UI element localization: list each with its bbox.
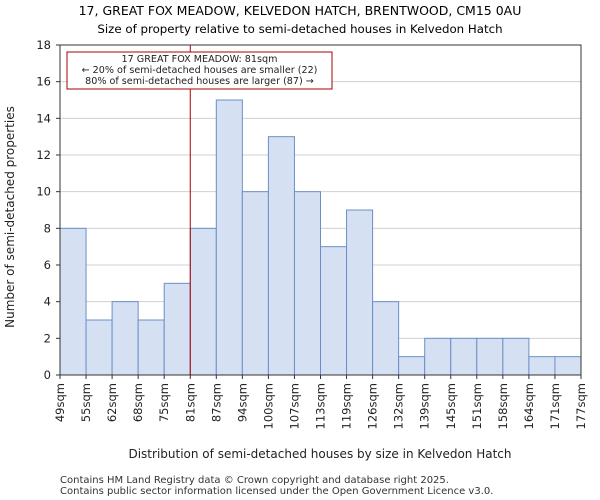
bar-100sqm: [267, 136, 295, 376]
y-tick-label-0: 0: [44, 368, 51, 382]
bar-158sqm: [502, 337, 530, 376]
bar-139sqm: [424, 337, 452, 376]
x-tick-label-107sqm: 107sqm: [287, 383, 301, 429]
bar-75sqm: [163, 282, 191, 376]
x-tick-label-139sqm: 139sqm: [418, 383, 432, 429]
x-tick-label-49sqm: 49sqm: [53, 383, 67, 422]
x-tick-label-55sqm: 55sqm: [79, 383, 93, 422]
x-tick-label-62sqm: 62sqm: [105, 383, 119, 422]
y-axis-ticks: 0 2 4 6 8 10 12 14 16 18: [36, 38, 60, 382]
bar-49sqm: [59, 227, 87, 376]
x-axis-label: Distribution of semi-detached houses by …: [128, 447, 511, 461]
plot-frame: [59, 44, 582, 376]
x-tick-label-119sqm: 119sqm: [340, 383, 354, 429]
bar-119sqm: [346, 209, 374, 376]
annotation-frame: [66, 51, 333, 90]
footer-line-2: Contains public sector information licen…: [60, 486, 493, 497]
y-tick-label-3: 6: [44, 258, 51, 272]
y-tick-label-7: 14: [36, 111, 51, 125]
bar-81sqm: [189, 227, 217, 376]
bar-171sqm: [554, 356, 582, 376]
x-tick-label-177sqm: 177sqm: [574, 383, 588, 429]
annotation-line-3: 80% of semi-detached houses are larger (…: [85, 76, 314, 87]
chart-title: 17, GREAT FOX MEADOW, KELVEDON HATCH, BR…: [79, 3, 522, 18]
bar-55sqm: [85, 319, 113, 376]
x-tick-label-87sqm: 87sqm: [209, 383, 223, 422]
bar-68sqm: [137, 319, 165, 376]
y-tick-label-9: 18: [36, 38, 51, 52]
y-tick-label-1: 2: [44, 331, 51, 345]
bar-113sqm: [320, 246, 348, 376]
bar-62sqm: [111, 301, 139, 376]
x-tick-label-113sqm: 113sqm: [314, 383, 328, 429]
x-tick-label-164sqm: 164sqm: [522, 383, 536, 429]
x-tick-label-158sqm: 158sqm: [496, 383, 510, 429]
bar-151sqm: [476, 337, 504, 376]
x-tick-label-171sqm: 171sqm: [548, 383, 562, 429]
x-axis-ticks: 49sqm 55sqm 62sqm 68sqm 75sqm 81sqm 87sqm 94sqm…: [53, 375, 588, 429]
bar-164sqm: [528, 356, 556, 376]
x-tick-label-68sqm: 68sqm: [131, 383, 145, 422]
chart-subtitle: Size of property relative to semi-detach…: [97, 22, 502, 36]
bar-132sqm: [398, 356, 426, 376]
bars-group: [59, 99, 582, 376]
y-tick-label-4: 8: [44, 221, 51, 235]
x-tick-label-100sqm: 100sqm: [261, 383, 275, 429]
bar-107sqm: [293, 191, 322, 376]
y-tick-label-6: 12: [36, 148, 51, 162]
y-tick-label-5: 10: [36, 185, 51, 199]
footer-line-1: Contains HM Land Registry data © Crown c…: [60, 475, 449, 486]
annotation-box: 17 GREAT FOX MEADOW: 81sqm ← 20% of semi…: [66, 51, 333, 90]
bar-126sqm: [372, 301, 400, 376]
x-tick-label-151sqm: 151sqm: [470, 383, 484, 429]
x-tick-label-145sqm: 145sqm: [444, 383, 458, 429]
x-tick-label-132sqm: 132sqm: [392, 383, 406, 429]
annotation-line-2: ← 20% of semi-detached houses are smalle…: [82, 65, 318, 76]
annotation-line-1: 17 GREAT FOX MEADOW: 81sqm: [122, 54, 278, 65]
x-tick-label-81sqm: 81sqm: [183, 383, 197, 422]
x-tick-label-94sqm: 94sqm: [235, 383, 249, 422]
bar-94sqm: [241, 191, 269, 376]
x-tick-label-126sqm: 126sqm: [366, 383, 380, 429]
bar-87sqm: [215, 99, 243, 376]
y-tick-label-2: 4: [44, 295, 51, 309]
bar-145sqm: [450, 337, 478, 376]
x-tick-label-75sqm: 75sqm: [157, 383, 171, 422]
y-tick-label-8: 16: [36, 75, 51, 89]
y-axis-label: Number of semi-detached properties: [3, 106, 17, 328]
